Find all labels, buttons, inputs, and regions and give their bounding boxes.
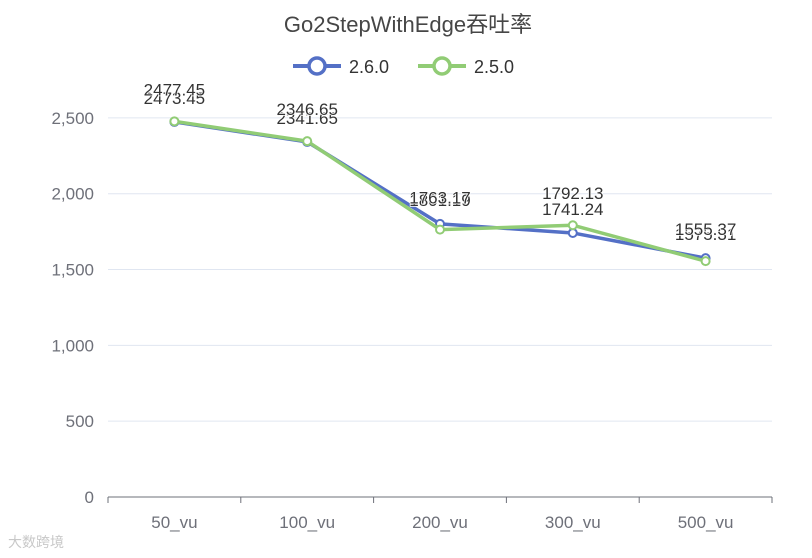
legend: 2.6.0 2.5.0 (293, 56, 514, 77)
data-label: 1555.37 (675, 220, 736, 239)
series-2.5.0 (169, 116, 711, 267)
y-tick-label: 2,500 (51, 109, 94, 128)
y-tick-label: 0 (85, 488, 94, 507)
legend-swatch-marker (307, 56, 327, 76)
y-tick-label: 2,000 (51, 185, 94, 204)
y-tick-label: 1,500 (51, 261, 94, 280)
chart-title: Go2StepWithEdge吞吐率 (284, 12, 532, 37)
grid-lines (108, 117, 772, 422)
series-group (169, 116, 711, 267)
y-axis: 0 500 1,000 1,500 2,000 2,500 (51, 109, 94, 507)
data-label: 2473.45 (144, 89, 205, 108)
y-tick-label: 1,000 (51, 336, 94, 355)
legend-swatch-marker (432, 56, 452, 76)
data-labels: 2473.45 2341.65 1801.19 1741.24 1575.31 2477.… (143, 80, 737, 245)
data-label: 1792.13 (542, 184, 603, 203)
legend-item-2.5.0[interactable]: 2.5.0 (418, 56, 514, 77)
data-point[interactable] (435, 224, 445, 235)
data-label: 1801.19 (409, 191, 470, 210)
data-label: 2477.45 (144, 80, 205, 99)
data-label: 1575.31 (675, 225, 736, 244)
legend-item-2.6.0[interactable]: 2.6.0 (293, 56, 389, 77)
x-axis: 50_vu 100_vu 200_vu 300_vu 500_vu (107, 496, 773, 532)
data-point[interactable] (169, 116, 180, 127)
watermark: 大数跨境 (8, 534, 64, 550)
x-tick-label: 50_vu (151, 513, 197, 532)
x-tick-label: 500_vu (678, 513, 734, 532)
legend-label: 2.5.0 (474, 57, 514, 77)
data-point[interactable] (567, 220, 578, 231)
data-label: 1763.17 (409, 189, 470, 208)
x-tick-label: 300_vu (545, 513, 601, 532)
data-label: 2341.65 (276, 109, 337, 128)
data-label: 2346.65 (276, 100, 337, 119)
legend-label: 2.6.0 (349, 57, 389, 77)
x-tick-label: 100_vu (279, 513, 335, 532)
data-point[interactable] (302, 136, 313, 147)
data-label: 1741.24 (542, 200, 603, 219)
data-point[interactable] (700, 256, 711, 267)
x-tick-label: 200_vu (412, 513, 468, 532)
y-tick-label: 500 (66, 412, 94, 431)
